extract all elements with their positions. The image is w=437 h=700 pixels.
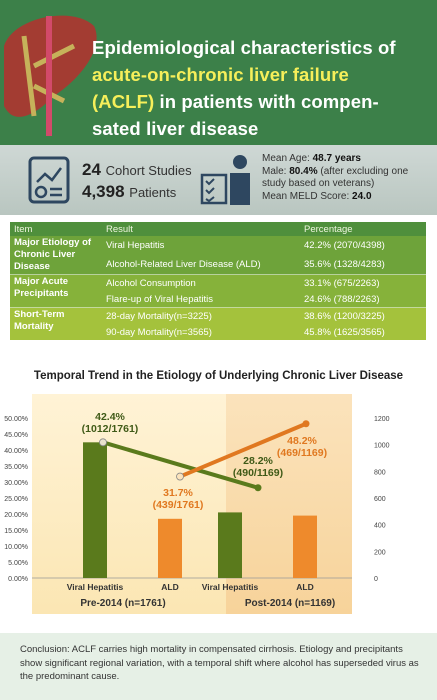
left-tick-label: 40.00% <box>4 448 28 455</box>
patient-count: 4,398 Patients <box>82 182 177 201</box>
trend-point <box>302 420 310 428</box>
data-label-count: (1012/1761) <box>82 423 139 435</box>
row-percentage: 24.6% (788/2263) <box>304 293 380 305</box>
data-label-count: (490/1169) <box>233 467 283 479</box>
left-tick-label: 25.00% <box>4 496 28 503</box>
conclusion-text: Conclusion: ACLF carries high mortality … <box>20 644 419 682</box>
header-item: Item <box>10 222 102 236</box>
category-label: Viral Hepatitis <box>67 582 124 592</box>
bar <box>293 515 317 578</box>
left-tick-label: 30.00% <box>4 480 28 487</box>
title-line-1: Epidemiological characteristics of <box>92 37 396 58</box>
row-result: Flare-up of Viral Hepatitis <box>106 293 214 305</box>
data-label-count: (439/1761) <box>153 499 204 511</box>
row-result: Alcohol Consumption <box>102 274 300 291</box>
row-percentage: 33.1% (675/2263) <box>300 274 426 291</box>
group-item: Major Acute Precipitants <box>10 274 102 308</box>
bar <box>158 518 182 578</box>
right-tick-label: 400 <box>374 523 386 530</box>
left-tick-label: 45.00% <box>4 432 28 439</box>
chart-svg: 0.00% 5.00% 10.00% 15.00% 20.00% 25.00% 30.00%… <box>4 411 390 609</box>
trend-point <box>99 438 107 447</box>
group-label: Pre-2014 (n=1761) <box>80 598 165 609</box>
trend-line <box>102 440 259 490</box>
right-tick-label: 200 <box>374 549 386 556</box>
row-percentage: 45.8% (1625/3565) <box>304 326 385 338</box>
group-label: Post-2014 (n=1169) <box>245 598 335 609</box>
row-percentage: 42.2% (2070/4398) <box>304 239 385 251</box>
table-row: Short-Term Mortality 28-day Mortality(n=… <box>10 307 426 340</box>
row-result: 90-day Mortality(n=3565) <box>106 326 212 338</box>
left-tick-label: 15.00% <box>4 528 28 535</box>
table-row: Flare-up of Viral Hepatitis 24.6% (788/2… <box>10 291 426 308</box>
title-line-2: acute-on-chronic liver failure <box>92 64 349 85</box>
data-label-count: (469/1169) <box>277 447 327 459</box>
left-tick-label: 35.00% <box>4 464 28 471</box>
title-line-3b: in patients with compen- <box>154 91 379 112</box>
category-label: ALD <box>296 582 313 592</box>
stats-band: 24 Cohort Studies 4,398 Patients Mean Ag… <box>0 145 437 215</box>
trend-point <box>254 484 262 492</box>
data-label-pct: 28.2% <box>243 455 273 467</box>
trend-point <box>176 472 184 481</box>
data-label-pct: 31.7% <box>163 487 193 499</box>
left-tick-label: 10.00% <box>4 544 28 551</box>
title-line-4: sated liver disease <box>92 118 259 139</box>
cohort-count: 24 Cohort Studies <box>82 160 192 179</box>
header-result: Result <box>102 222 300 236</box>
row-result: Viral Hepatitis <box>106 239 165 251</box>
table-header: Item Result Percentage <box>10 222 426 236</box>
right-tick-label: 1200 <box>374 416 390 423</box>
table-row: Major Acute Precipitants Alcohol Consump… <box>10 274 426 308</box>
right-tick-label: 0 <box>374 576 378 583</box>
left-tick-label: 0.00% <box>8 576 28 583</box>
pre-2014-panel <box>32 394 226 614</box>
category-label: ALD <box>161 582 178 592</box>
left-tick-label: 50.00% <box>4 416 28 423</box>
liver-icon <box>4 15 97 136</box>
page-title: Epidemiological characteristics of acute… <box>92 34 432 142</box>
title-line-3a: (ACLF) <box>92 91 155 112</box>
summary-table: Item Result Percentage Major Etiology of… <box>10 222 426 340</box>
bar <box>83 442 107 578</box>
row-percentage: 35.6% (1328/4283) <box>304 258 385 270</box>
left-tick-label: 5.00% <box>8 560 28 567</box>
report-chart-icon <box>28 156 70 204</box>
category-label: Viral Hepatitis <box>202 582 259 592</box>
bar <box>218 512 242 578</box>
trend-line <box>179 421 307 479</box>
row-result: 28-day Mortality(n=3225) <box>102 307 300 324</box>
right-tick-label: 800 <box>374 469 386 476</box>
table-row: Major Etiology of Chronic Liver Disease … <box>10 236 426 272</box>
header-percentage: Percentage <box>300 222 426 236</box>
group-item: Major Etiology of Chronic Liver Disease <box>14 237 92 272</box>
group-item: Short-Term Mortality <box>10 307 102 340</box>
conclusion-panel: Conclusion: ACLF carries high mortality … <box>0 633 437 700</box>
row-result: Alcohol-Related Liver Disease (ALD) <box>106 258 261 270</box>
row-percentage: 38.6% (1200/3225) <box>300 307 426 324</box>
data-label-pct: 48.2% <box>287 435 317 447</box>
header-banner: Epidemiological characteristics of acute… <box>0 0 437 145</box>
person-checklist-icon <box>200 155 250 205</box>
data-label-pct: 42.4% <box>95 411 125 423</box>
table-row: Alcohol-Related Liver Disease (ALD) 35.6… <box>10 254 426 275</box>
table-row: 90-day Mortality(n=3565) 45.8% (1625/356… <box>10 324 426 340</box>
left-tick-label: 20.00% <box>4 512 28 519</box>
chart-title: Temporal Trend in the Etiology of Underl… <box>33 370 404 382</box>
right-tick-label: 1000 <box>374 443 390 450</box>
right-tick-label: 600 <box>374 496 386 503</box>
demographics: Mean Age: 48.7 years Male: 80.4% (after … <box>262 153 409 202</box>
